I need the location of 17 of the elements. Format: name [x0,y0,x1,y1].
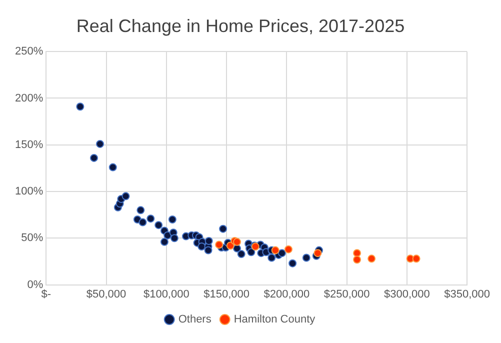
y-tick-label: 250% [14,46,44,58]
x-tick-label: $200,000 [264,288,310,300]
y-tick-label: 200% [14,92,44,104]
y-tick-label: 150% [14,138,44,151]
y-tick-label: 100% [14,186,44,198]
x-tick-label: $150,000 [204,288,250,300]
x-tick-label: $350,000 [444,288,490,300]
x-tick-label: $50,000 [86,288,126,300]
legend-label: Hamilton County [234,314,316,326]
y-tick-label: 50% [21,232,44,244]
x-tick-label: $- [41,288,52,300]
chart-title: Real Change in Home Prices, 2017-2025 [76,16,405,36]
y-tick-label: 0% [27,278,44,291]
x-tick-label: $250,000 [324,288,370,300]
legend-label: Others [178,314,212,326]
x-tick-label: $300,000 [384,288,430,300]
x-tick-label: $100,000 [143,288,190,300]
